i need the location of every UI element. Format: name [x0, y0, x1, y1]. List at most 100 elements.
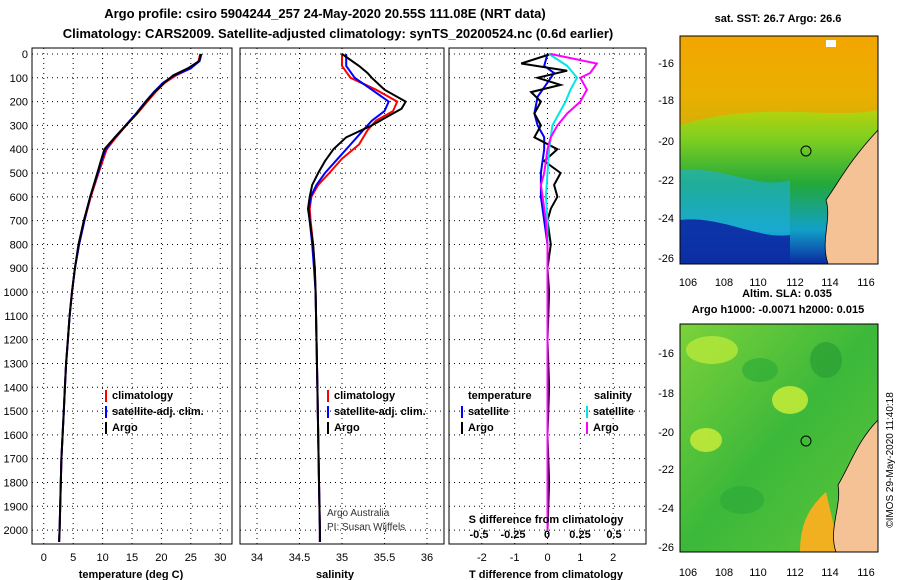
sla-high	[686, 336, 738, 364]
sla-coastal-high	[800, 492, 840, 552]
x-tick-label: 30	[214, 552, 226, 564]
australia-landmass	[824, 36, 878, 264]
gridlines	[32, 48, 646, 544]
map-lat-tick: -20	[658, 427, 674, 439]
depth-tick-label: 200	[10, 97, 28, 109]
depth-tick-labels: 0 100 200 300 400 500 600 700 800 900 1000 1100 1200…	[4, 49, 28, 537]
float-position-marker	[800, 145, 812, 157]
depth-tick-label: 1600	[4, 430, 28, 442]
x-tick-label: 35.5	[374, 552, 395, 564]
sla-high	[690, 428, 722, 452]
temperature-legend: climatology satellite-adj. clim. Argo	[105, 390, 204, 434]
sla-high	[772, 386, 808, 414]
s-tick-label: 0	[544, 529, 550, 541]
sla-map-axes: -16 -18 -20 -22 -24 -26 106 108 110 112 …	[658, 348, 875, 579]
legend-label-satellite: satellite-adj. clim.	[112, 406, 204, 418]
sst-warm-region	[680, 36, 878, 125]
x-tick-label: 10	[96, 552, 108, 564]
series-line-argo	[306, 53, 408, 542]
sst-map	[679, 35, 879, 265]
depth-tick-label: 600	[10, 192, 28, 204]
sst-map-title: sat. SST: 26.7 Argo: 26.6	[715, 13, 842, 25]
sla-map-subtitle: Argo h1000: -0.0071 h2000: 0.015	[692, 304, 864, 316]
s-tick-label: -0.25	[500, 529, 525, 541]
depth-tick-label: 1400	[4, 382, 28, 394]
x-tick-label: 2	[610, 552, 616, 564]
x-tick-label: 0	[41, 552, 47, 564]
x-tick-label: 25	[185, 552, 197, 564]
figure-title-line2: Climatology: CARS2009. Satellite-adjuste…	[63, 26, 614, 41]
depth-tick-label: 1300	[4, 358, 28, 370]
legend-label-s-satellite: satellite	[593, 406, 634, 418]
imos-timestamp: ©IMOS 29-May-2020 11:40:18	[885, 392, 896, 528]
sla-low	[742, 358, 778, 382]
series-line-argo	[58, 53, 202, 543]
legend-label-climatology: climatology	[112, 390, 174, 402]
sla-low	[810, 342, 842, 378]
map-lat-tick: -18	[658, 388, 674, 400]
series-line-salinity-argo	[539, 53, 599, 531]
s-tick-label: -0.5	[470, 529, 489, 541]
sla-map-frame	[679, 323, 879, 553]
t-difference-axis-label: T difference from climatology	[469, 569, 624, 580]
map-lon-tick: 116	[857, 567, 875, 579]
map-lon-tick: 112	[786, 277, 804, 289]
map-lon-tick: 112	[786, 567, 804, 579]
x-tick-label: 36	[421, 552, 433, 564]
x-tick-label: 5	[70, 552, 76, 564]
map-lon-tick: 106	[679, 567, 697, 579]
float-position-marker	[800, 435, 812, 447]
depth-tick-label: 2000	[4, 525, 28, 537]
map-lat-tick: -24	[658, 503, 674, 515]
map-lon-tick: 114	[821, 567, 839, 579]
depth-tick-label: 1700	[4, 454, 28, 466]
sst-map-frame	[679, 35, 879, 265]
depth-tick-label: 700	[10, 216, 28, 228]
australia-landmass	[833, 324, 878, 552]
x-tick-label: 0	[544, 552, 550, 564]
legend-label-argo: Argo	[112, 422, 138, 434]
map-lat-tick: -22	[658, 464, 674, 476]
x-tick-label: 20	[155, 552, 167, 564]
depth-tick-label: 800	[10, 239, 28, 251]
legend-label-climatology: climatology	[334, 390, 396, 402]
depth-tick-label: 1100	[4, 311, 28, 323]
depth-tick-label: 1000	[4, 287, 28, 299]
temperature-axis-label: temperature (deg C)	[79, 569, 184, 580]
depth-tick-label: 1200	[4, 335, 28, 347]
depth-tick-label: 400	[10, 144, 28, 156]
legend-label-argo: Argo	[334, 422, 360, 434]
x-tick-label: 1	[577, 552, 583, 564]
cloud-gap	[826, 40, 836, 47]
map-lon-tick: 108	[715, 277, 733, 289]
sla-low	[720, 486, 764, 514]
x-tick-labels: 0 5 10 15 20 25 30 34 34.5 35 35.5 36 -2 -1 0 1 2	[41, 552, 617, 564]
map-lat-tick: -20	[658, 136, 674, 148]
profile-lines	[58, 53, 599, 543]
credit-argo-australia: Argo Australia	[327, 508, 390, 519]
x-tick-label: 34	[251, 552, 263, 564]
difference-legend: temperature salinity satellite Argo sate…	[461, 390, 634, 541]
map-lon-tick: 116	[857, 277, 875, 289]
figure-title-line1: Argo profile: csiro 5904244_257 24-May-2…	[104, 6, 546, 21]
legend-title-salinity: salinity	[594, 390, 633, 402]
legend-label-t-argo: Argo	[468, 422, 494, 434]
map-lat-tick: -24	[658, 213, 674, 225]
s-difference-axis-label: S difference from climatology	[469, 514, 625, 526]
salinity-panel	[239, 47, 445, 545]
map-lon-tick: 114	[821, 277, 839, 289]
x-tick-label: -1	[510, 552, 520, 564]
map-lat-tick: -26	[658, 542, 674, 554]
depth-tick-label: 900	[10, 263, 28, 275]
depth-tick-label: 500	[10, 168, 28, 180]
x-tick-label: 34.5	[289, 552, 310, 564]
depth-tick-label: 0	[22, 49, 28, 61]
map-lon-tick: 110	[749, 567, 767, 579]
depth-tick-label: 1900	[4, 501, 28, 513]
s-tick-label: 0.5	[606, 529, 621, 541]
map-lon-tick: 108	[715, 567, 733, 579]
map-lat-tick: -22	[658, 175, 674, 187]
legend-label-s-argo: Argo	[593, 422, 619, 434]
sla-map	[679, 323, 879, 553]
